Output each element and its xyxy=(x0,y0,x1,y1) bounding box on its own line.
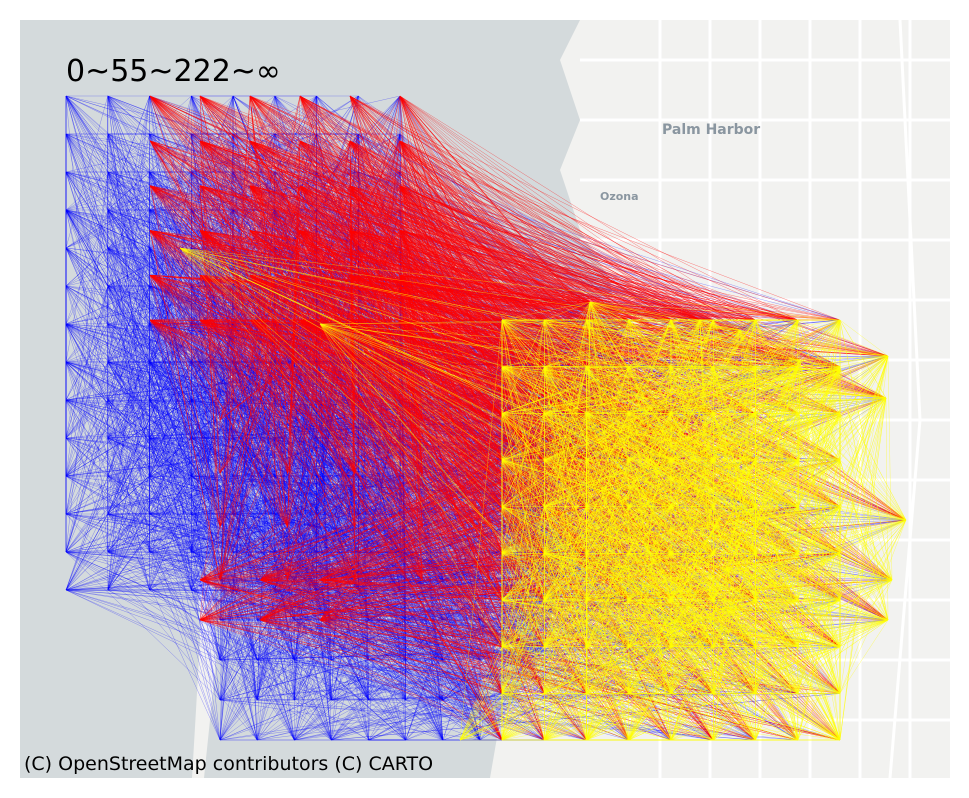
place-label-ozona: Ozona xyxy=(600,190,639,203)
flow-line-bundle xyxy=(179,247,907,741)
flow-map[interactable]: Palm Harbor Ozona xyxy=(20,20,950,778)
road xyxy=(888,20,922,778)
map-frame[interactable]: Palm Harbor Ozona xyxy=(20,20,950,778)
flow-lines-high xyxy=(179,247,907,741)
map-attribution: (C) OpenStreetMap contributors (C) CARTO xyxy=(24,753,434,775)
land-barrier-island xyxy=(192,580,216,778)
flow-band-legend: 0~55~222~∞ xyxy=(66,54,281,89)
place-label-palm-harbor: Palm Harbor xyxy=(662,122,760,138)
